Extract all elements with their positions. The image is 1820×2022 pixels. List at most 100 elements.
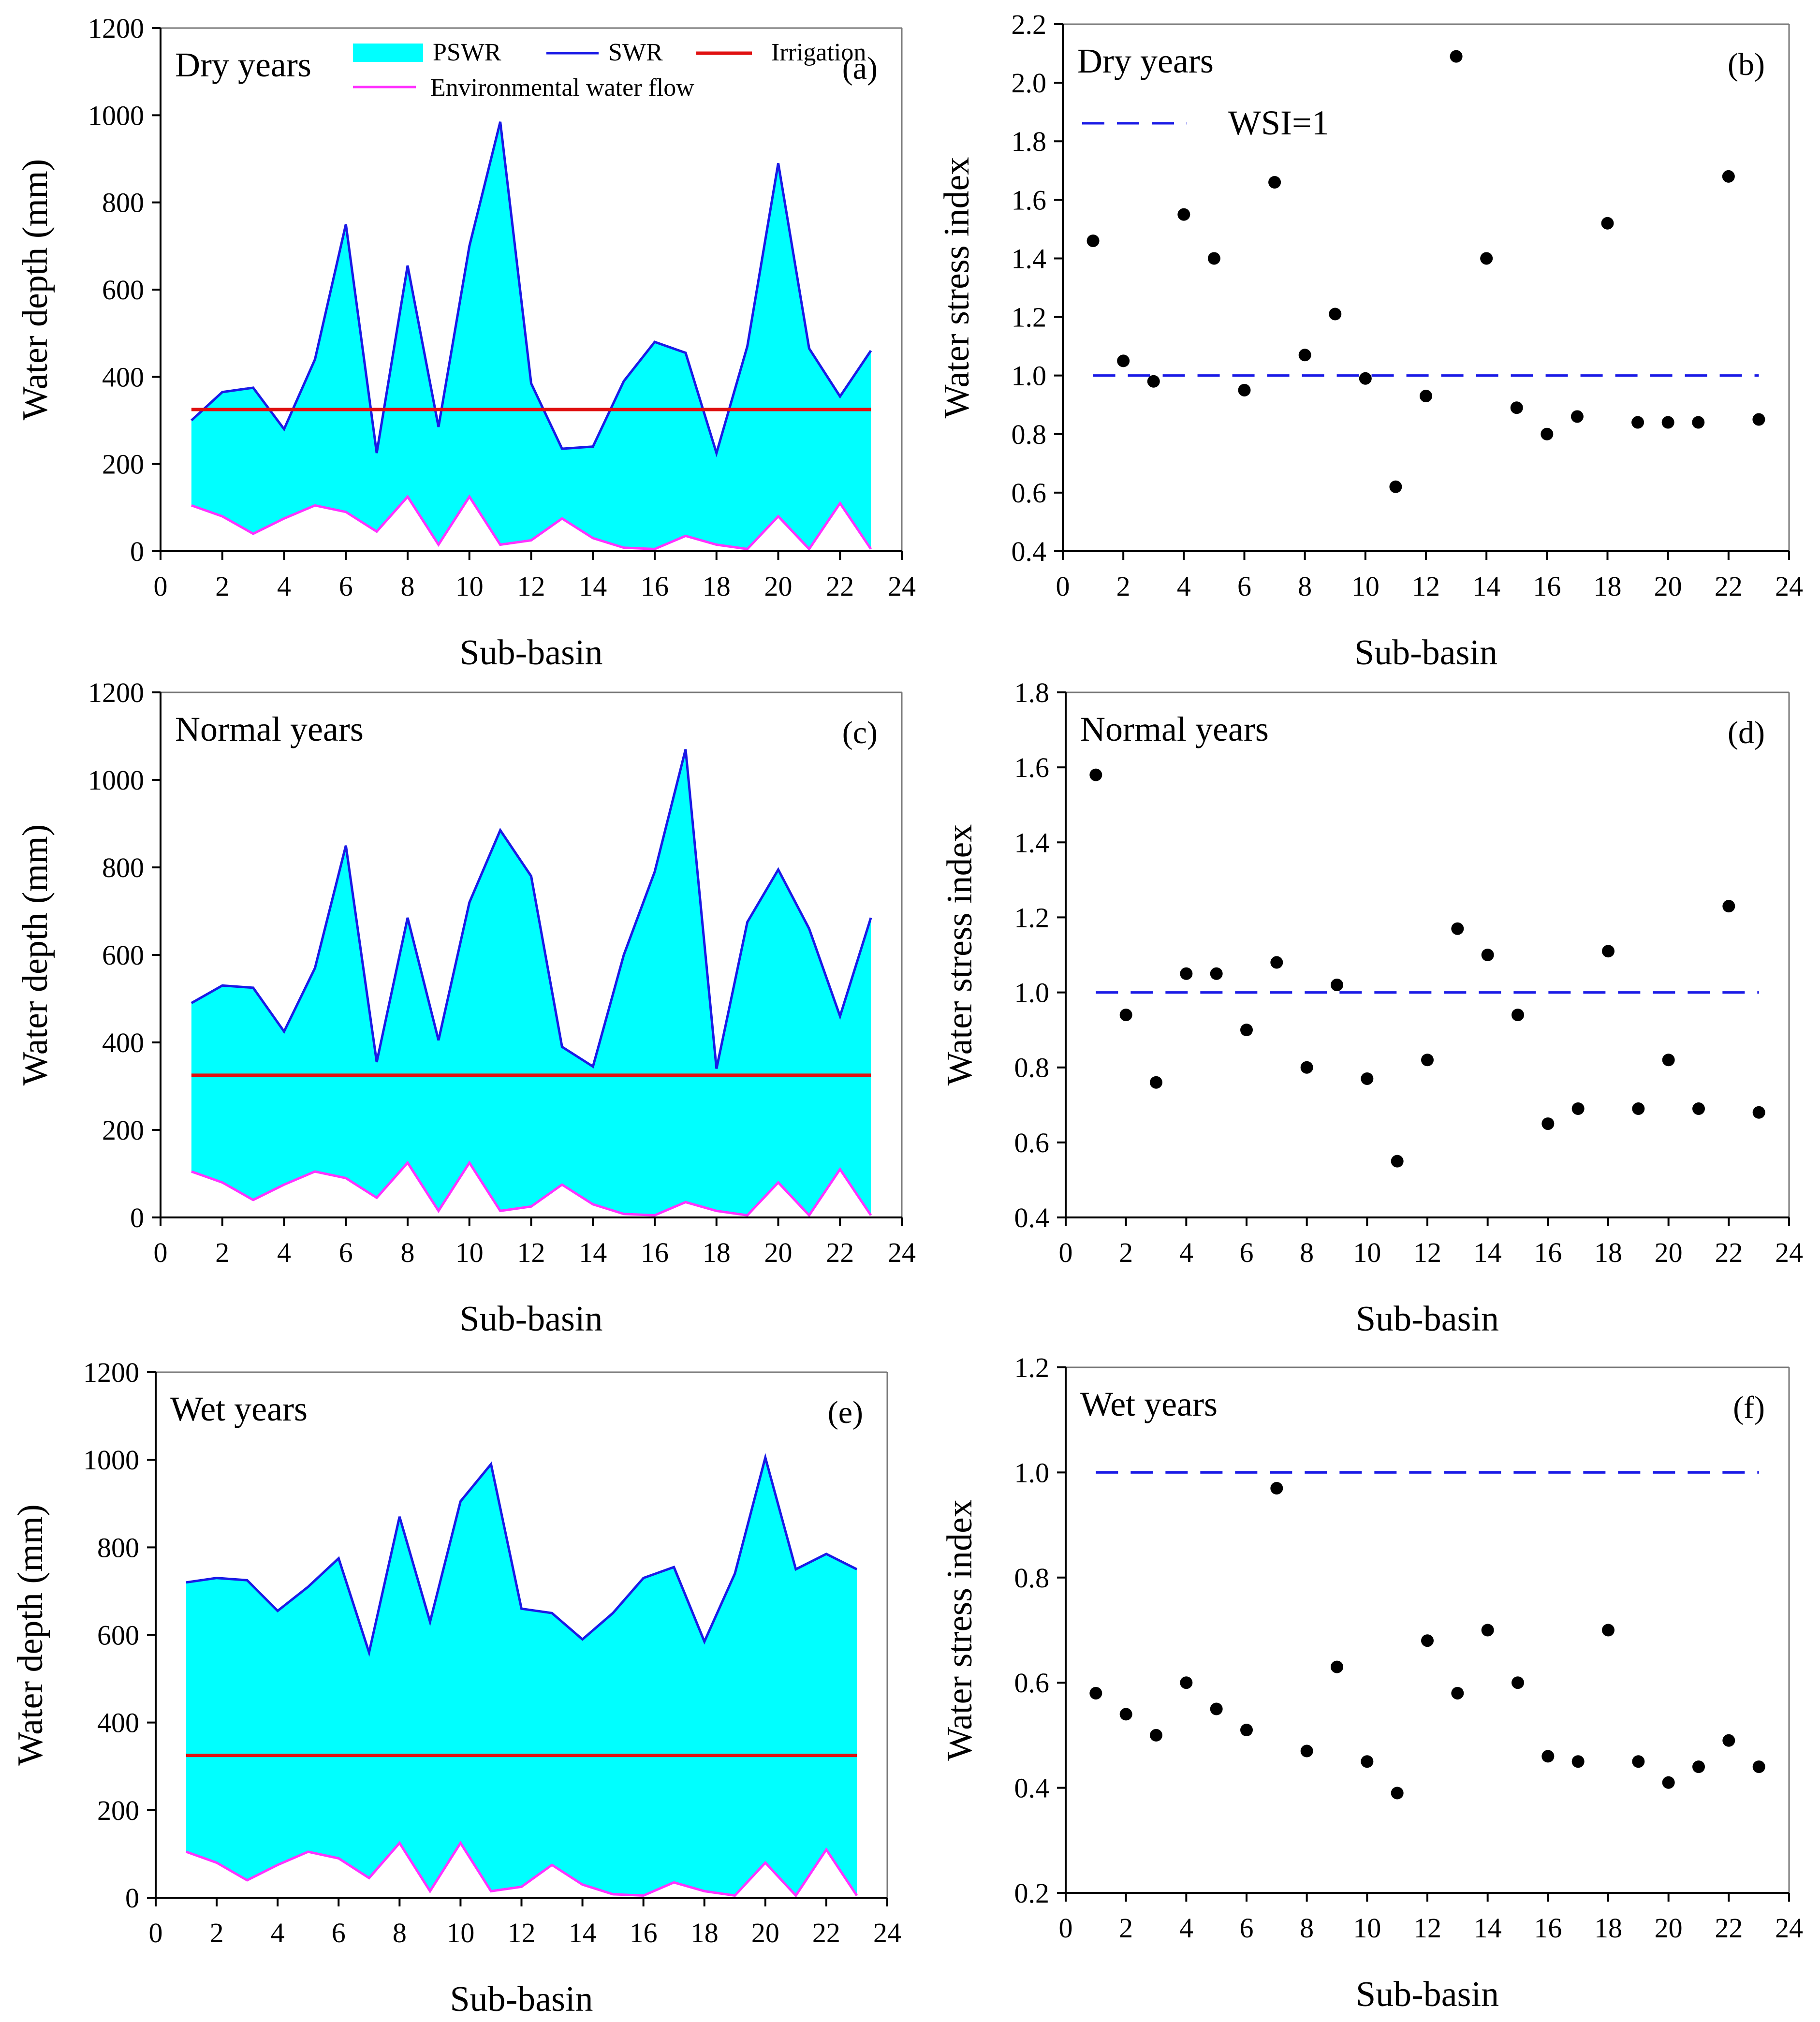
x-tick-label: 18 (1594, 1237, 1622, 1268)
y-tick-label: 0.8 (1014, 1562, 1050, 1594)
x-tick-label: 16 (1534, 1912, 1562, 1944)
x-tick-label: 24 (1775, 1912, 1803, 1944)
swr-line (191, 749, 872, 1069)
data-point (1601, 217, 1614, 230)
data-point (1632, 1102, 1645, 1115)
data-point (1512, 1009, 1524, 1022)
legend-wsi-label: WSI=1 (1228, 103, 1329, 142)
y-tick-label: 600 (102, 274, 144, 306)
data-point (1722, 170, 1735, 183)
x-tick-label: 18 (1594, 1912, 1622, 1944)
data-point (1570, 410, 1584, 423)
x-axis-title: Sub-basin (460, 633, 603, 673)
x-axis-title: Sub-basin (1356, 1975, 1499, 2014)
data-point (1481, 1624, 1494, 1637)
data-point (1692, 416, 1705, 429)
x-tick-label: 6 (339, 1237, 353, 1268)
x-tick-label: 0 (149, 1917, 163, 1949)
y-axis-title: Water stress index (940, 824, 980, 1086)
data-point (1210, 967, 1223, 980)
y-tick-label: 600 (97, 1620, 139, 1651)
data-point (1117, 354, 1130, 367)
y-tick-label: 1000 (83, 1444, 139, 1476)
x-tick-label: 24 (888, 571, 916, 602)
data-point (1329, 308, 1342, 321)
panel-a: 0 2 4 6 8 10 12 14 16 18 20 22 240200400600800100012… (15, 13, 916, 673)
x-tick-label: 10 (1351, 571, 1380, 602)
x-tick-label: 8 (401, 571, 415, 602)
panel-title: Wet years (1080, 1385, 1218, 1423)
data-point (1450, 50, 1463, 63)
panel-tag: (e) (828, 1395, 863, 1430)
data-point (1722, 900, 1735, 913)
panel-e: 0 2 4 6 8 10 12 14 16 18 20 22 240200400600800100012… (11, 1357, 901, 2019)
x-tick-label: 18 (690, 1917, 719, 1949)
panel-c: 0 2 4 6 8 10 12 14 16 18 20 22 240200400600800100012… (15, 677, 916, 1339)
y-tick-label: 200 (102, 1114, 144, 1146)
y-tick-label: 1.0 (1014, 977, 1050, 1009)
y-tick-label: 0 (125, 1882, 139, 1914)
y-tick-label: 2.0 (1012, 67, 1047, 99)
y-axis-title: Water depth (mm) (11, 1504, 50, 1766)
data-point (1331, 979, 1343, 992)
legend-wsi: WSI=1 (1082, 103, 1329, 142)
data-point (1752, 1106, 1765, 1119)
data-point (1420, 390, 1432, 403)
data-point (1692, 1760, 1705, 1773)
panel-title: Normal years (1080, 710, 1269, 748)
x-tick-label: 6 (339, 571, 353, 602)
data-point (1389, 480, 1402, 493)
x-tick-label: 20 (764, 1237, 793, 1268)
panel-tag: (c) (842, 715, 878, 750)
y-tick-label: 400 (102, 361, 144, 393)
x-tick-label: 4 (277, 1237, 291, 1268)
data-point (1147, 375, 1160, 388)
y-tick-label: 0.6 (1014, 1127, 1050, 1158)
data-point (1541, 1750, 1555, 1763)
x-tick-label: 22 (1715, 1237, 1743, 1268)
x-tick-label: 14 (579, 1237, 607, 1268)
x-tick-label: 18 (703, 1237, 731, 1268)
x-tick-label: 0 (154, 571, 168, 602)
x-tick-label: 8 (401, 1237, 415, 1268)
y-tick-label: 0 (130, 1202, 144, 1233)
data-point (1631, 416, 1644, 429)
x-tick-label: 14 (1472, 571, 1500, 602)
data-point (1391, 1787, 1404, 1800)
data-point (1270, 956, 1283, 969)
data-point (1391, 1155, 1404, 1168)
data-point (1752, 1760, 1765, 1773)
data-point (1238, 383, 1251, 396)
data-point (1661, 416, 1674, 429)
data-point (1240, 1724, 1253, 1737)
legend-swr-label: SWR (608, 39, 663, 66)
legend-pswr-swatch (353, 44, 423, 62)
data-point (1240, 1024, 1253, 1037)
y-tick-label: 0.4 (1012, 536, 1047, 567)
y-tick-label: 800 (102, 852, 144, 883)
y-tick-label: 1.2 (1014, 1352, 1050, 1383)
y-tick-label: 1.8 (1012, 126, 1047, 157)
y-tick-label: 1.8 (1014, 677, 1050, 708)
x-tick-label: 20 (1654, 571, 1682, 602)
y-tick-label: 1.6 (1014, 752, 1050, 783)
x-tick-label: 4 (1177, 571, 1191, 602)
y-axis-title: Water stress index (940, 1499, 980, 1761)
data-point (1300, 1744, 1313, 1758)
data-point (1210, 1702, 1223, 1715)
x-tick-label: 16 (641, 1237, 669, 1268)
y-tick-label: 0 (130, 536, 144, 567)
data-point (1150, 1076, 1162, 1089)
y-tick-label: 200 (97, 1795, 139, 1826)
x-tick-label: 16 (1533, 571, 1561, 602)
data-point (1571, 1102, 1585, 1115)
panel-tag: (d) (1728, 715, 1765, 750)
y-tick-label: 0.8 (1012, 419, 1047, 450)
panel-tag: (b) (1728, 47, 1765, 82)
x-tick-label: 22 (826, 571, 854, 602)
panel-title: Dry years (175, 45, 311, 84)
data-point (1451, 1686, 1464, 1700)
y-axis-title: Water depth (mm) (15, 824, 55, 1086)
x-tick-label: 0 (1056, 571, 1070, 602)
data-point (1421, 1054, 1434, 1067)
